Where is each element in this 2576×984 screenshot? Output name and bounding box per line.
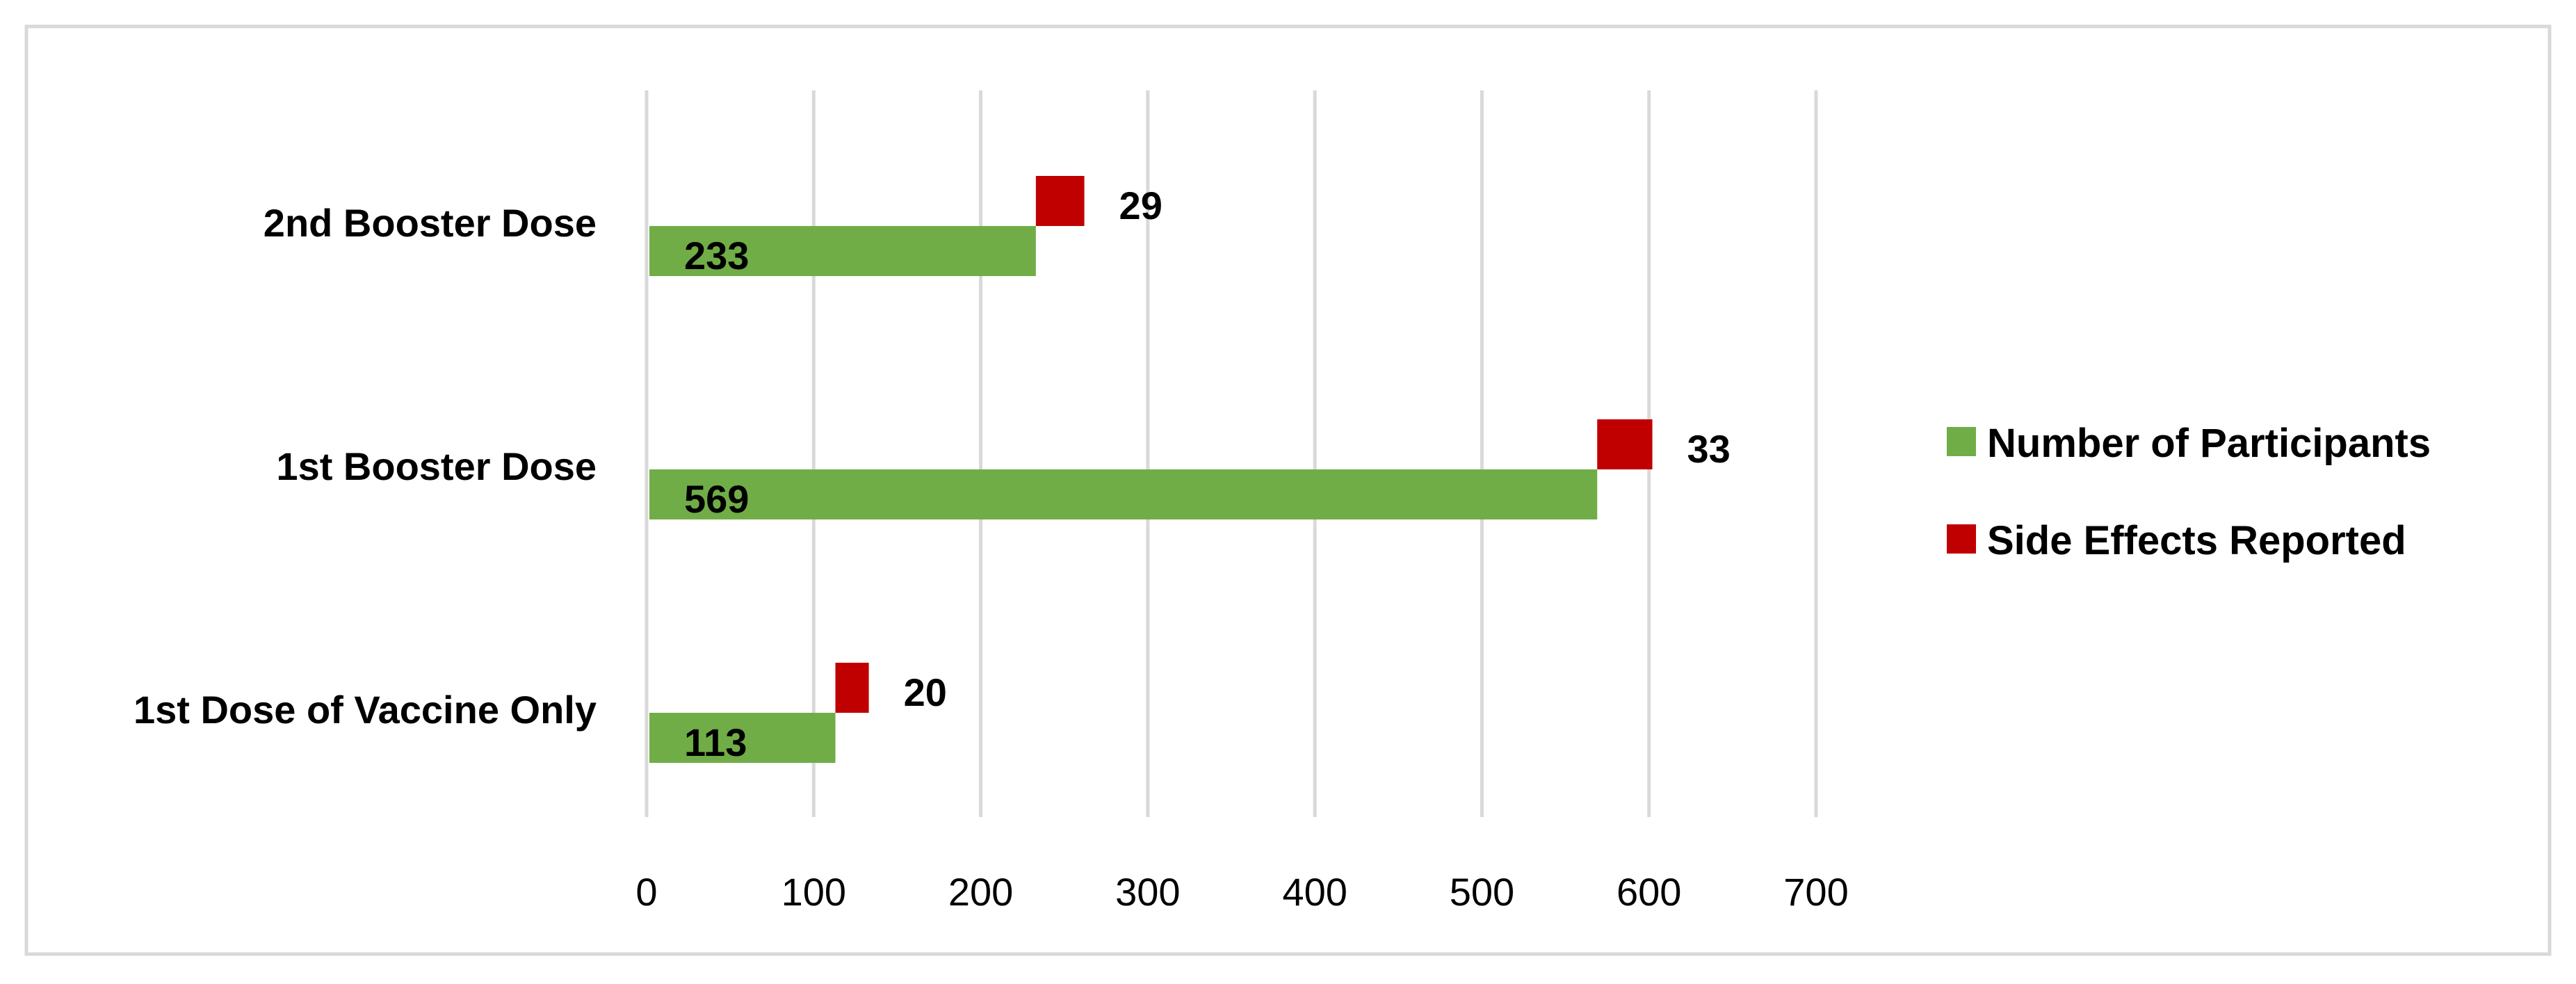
data-labels: 233 29 569 33 113 20: [684, 184, 1731, 764]
x-tick-label: 300: [1115, 870, 1180, 914]
category-label: 1st Booster Dose: [276, 444, 597, 488]
participants-data-label: 113: [684, 720, 747, 764]
x-tick-label: 200: [948, 870, 1013, 914]
side-effects-data-label: 20: [904, 670, 947, 714]
legend-swatch: [1947, 427, 1976, 456]
gridlines: [645, 90, 1818, 817]
legend: Number of Participants Side Effects Repor…: [1947, 421, 2431, 563]
x-tick-label: 0: [635, 870, 657, 914]
legend-label: Side Effects Reported: [1987, 518, 2406, 563]
side-effects-data-label: 29: [1119, 184, 1163, 227]
bar-participants: [649, 469, 1598, 519]
x-tick-label: 700: [1783, 870, 1848, 914]
category-label: 1st Dose of Vaccine Only: [133, 688, 597, 732]
x-tick-label: 600: [1617, 870, 1681, 914]
legend-label: Number of Participants: [1987, 421, 2431, 466]
participants-data-label: 569: [684, 477, 749, 521]
bar-participants: [649, 713, 836, 763]
x-axis-ticks: 0 100 200 300 400 500 600 700: [635, 870, 1848, 914]
bar-side-effects: [1597, 419, 1653, 469]
x-tick-label: 500: [1450, 870, 1514, 914]
participants-data-label: 233: [684, 234, 749, 277]
side-effects-data-label: 33: [1687, 427, 1731, 471]
x-tick-label: 100: [781, 870, 846, 914]
category-label: 2nd Booster Dose: [264, 201, 597, 245]
bar-side-effects: [835, 663, 869, 713]
legend-swatch: [1947, 524, 1976, 554]
x-tick-label: 400: [1282, 870, 1347, 914]
bar-participants: [649, 226, 1036, 276]
bar-side-effects: [1035, 176, 1085, 226]
category-labels: 2nd Booster Dose 1st Booster Dose 1st Dose…: [133, 201, 597, 732]
bars: [649, 176, 1653, 763]
